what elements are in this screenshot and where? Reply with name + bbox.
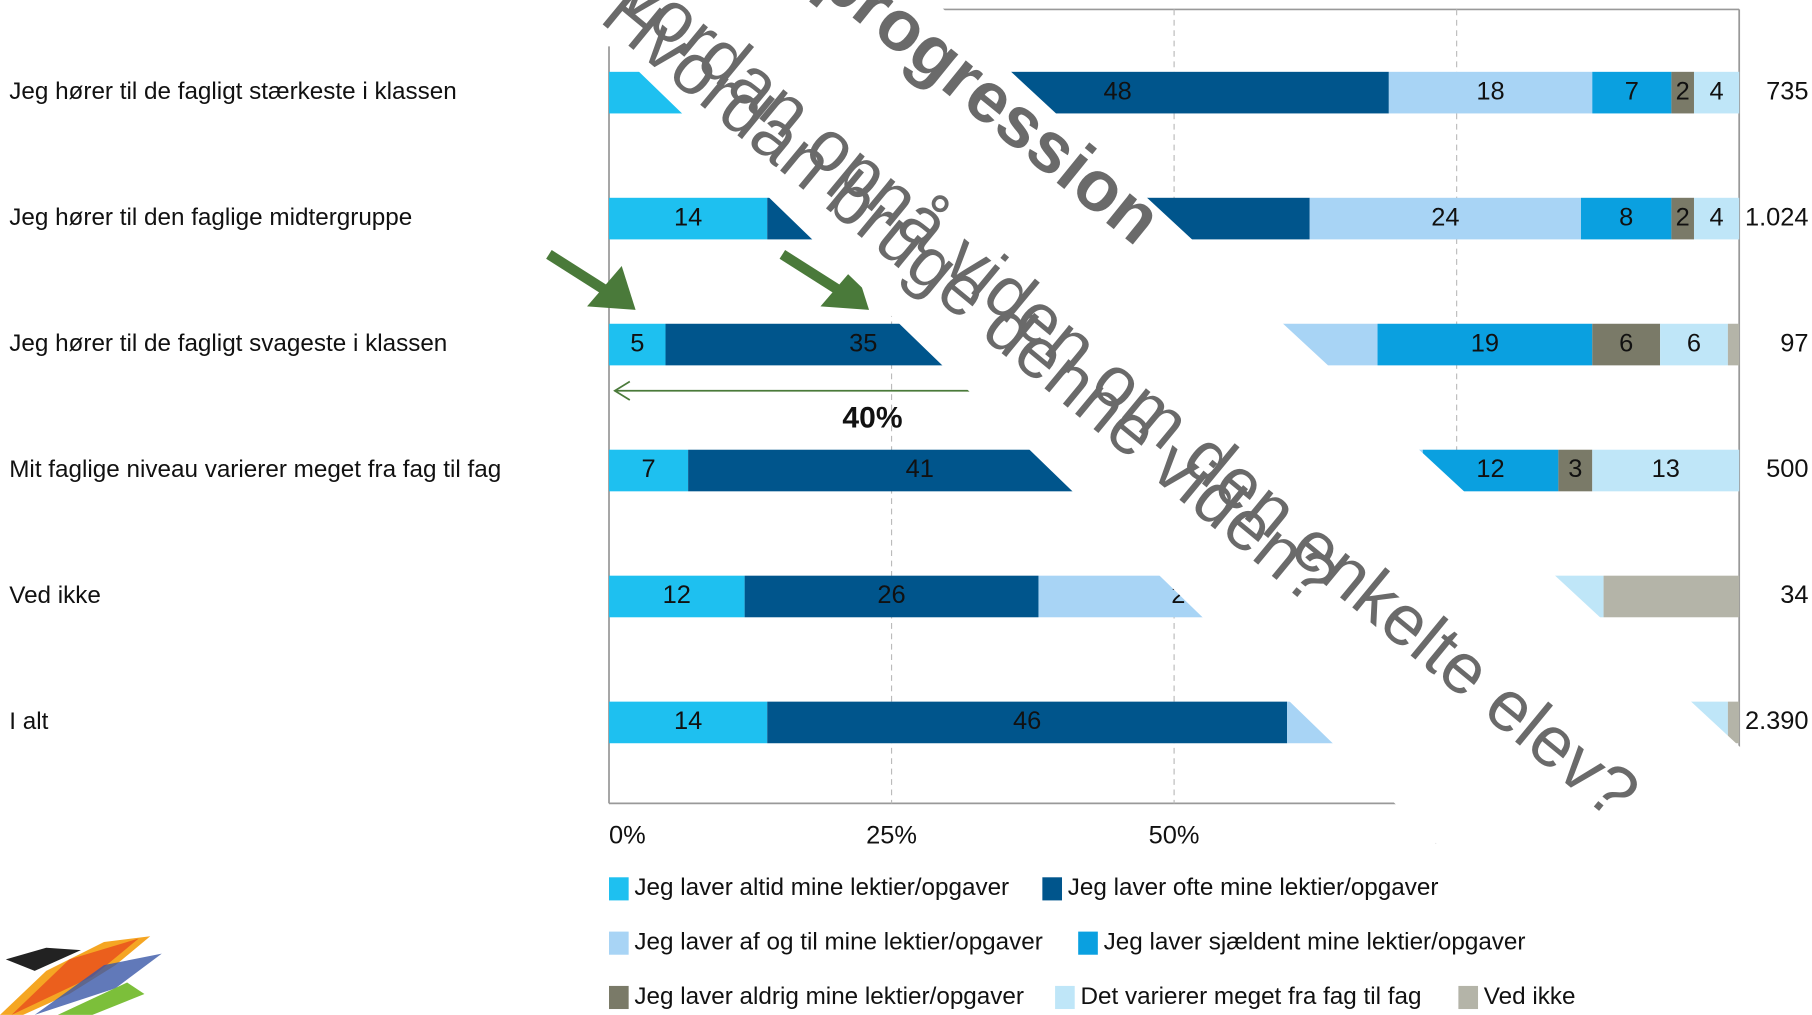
bar-segment: [744, 575, 1039, 618]
value-label: 48: [1103, 77, 1131, 105]
value-label: 18: [1476, 77, 1504, 105]
x-tick-label: 0%: [609, 822, 646, 850]
row-total: 2.390: [1745, 707, 1809, 735]
bar-segment: [767, 701, 1288, 744]
value-label: 12: [663, 581, 691, 609]
value-label: 13: [1652, 455, 1680, 483]
bar-segment: [609, 575, 745, 618]
bar-segment: [609, 197, 768, 240]
bar-segment: [1377, 323, 1593, 366]
legend-swatch: [609, 877, 629, 901]
value-label: 26: [877, 581, 905, 609]
value-label: 14: [674, 707, 702, 735]
bar-segment: [1580, 197, 1672, 240]
category-label: I alt: [9, 708, 48, 735]
bar-segment: [1671, 197, 1694, 240]
value-label: 2: [1676, 77, 1690, 105]
row-total: 500: [1766, 455, 1808, 483]
value-label: 35: [849, 329, 877, 357]
legend-swatch: [1055, 985, 1075, 1010]
row-total: 735: [1766, 77, 1808, 105]
legend-label: Ved ikke: [1484, 983, 1576, 1010]
annotation-arrowhead: [587, 265, 636, 310]
annotation-line: [613, 380, 631, 401]
legend-swatch: [1078, 931, 1098, 955]
bar-segment: [1592, 71, 1672, 114]
bar-segment: [609, 701, 768, 744]
bar-segment: [1603, 575, 1740, 618]
value-label: 46: [1013, 707, 1041, 735]
legend-label: Jeg laver aldrig mine lektier/opgaver: [634, 983, 1024, 1010]
overlay-band: [565, 0, 1812, 1015]
bar-segment: [1693, 71, 1740, 114]
value-label: 4: [1710, 203, 1724, 231]
legend-label: Jeg laver af og til mine lektier/opgaver: [634, 929, 1042, 956]
bar-segment: [1727, 323, 1740, 366]
value-label: 19: [1471, 329, 1499, 357]
bar-segment: [1660, 323, 1728, 366]
value-label: 7: [641, 455, 655, 483]
bar-segment: [1309, 197, 1581, 240]
bar-segment: [1592, 323, 1661, 366]
legend-swatch: [1042, 877, 1063, 901]
value-label: 2: [1676, 203, 1690, 231]
legend-swatch: [609, 931, 629, 955]
legend-swatch: [1458, 985, 1479, 1010]
value-label: 6: [1687, 329, 1701, 357]
x-tick-label: 25%: [866, 822, 917, 850]
category-label: Mit faglige niveau varierer meget fra fa…: [9, 456, 501, 483]
value-label: 41: [906, 455, 934, 483]
row-total: 34: [1780, 581, 1808, 609]
value-label: 24: [1431, 203, 1459, 231]
category-label: Ved ikke: [9, 582, 101, 609]
value-label: 3: [1568, 455, 1582, 483]
x-tick-label: 50%: [1149, 822, 1200, 850]
annotation: 40%: [842, 402, 902, 435]
value-label: 6: [1619, 329, 1633, 357]
bar-segment: [609, 449, 689, 492]
value-label: 5: [630, 329, 644, 357]
bar-segment: [1671, 71, 1694, 114]
bar-segment: [1592, 449, 1740, 492]
legend-label: Jeg laver sjældent mine lektier/opgaver: [1104, 929, 1526, 956]
value-label: 4: [1710, 77, 1724, 105]
legend-label: Det varierer meget fra fag til fag: [1080, 983, 1421, 1010]
bar-segment: [1558, 449, 1593, 492]
category-label: Jeg hører til de fagligt stærkeste i kla…: [9, 78, 456, 105]
legend-label: Jeg laver altid mine lektier/opgaver: [634, 874, 1009, 901]
row-total: 97: [1780, 329, 1808, 357]
bar-segment: [1693, 197, 1740, 240]
value-label: 7: [1625, 77, 1639, 105]
bar-segment: [1388, 71, 1593, 114]
bar-segment: [1727, 701, 1740, 744]
value-label: 12: [1476, 455, 1504, 483]
value-label: 8: [1619, 203, 1633, 231]
category-label: Jeg hører til de fagligt svageste i klas…: [9, 330, 447, 357]
value-label: 14: [674, 203, 702, 231]
category-label: Jeg hører til den faglige midtergruppe: [9, 204, 412, 231]
bar-segment: [609, 323, 666, 366]
legend-label: Jeg laver ofte mine lektier/opgaver: [1068, 874, 1439, 901]
row-total: 1.024: [1745, 203, 1809, 231]
logo: [0, 936, 162, 1015]
legend-swatch: [609, 985, 629, 1010]
